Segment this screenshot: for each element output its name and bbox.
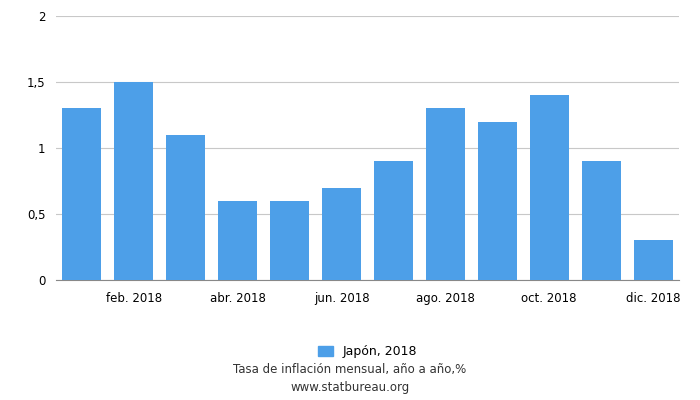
Bar [634, 240, 673, 280]
Bar [218, 201, 257, 280]
Bar [478, 122, 517, 280]
Legend: Japón, 2018: Japón, 2018 [312, 339, 424, 364]
Bar [167, 135, 205, 280]
Bar [374, 161, 413, 280]
Bar [62, 108, 102, 280]
Bar [530, 95, 568, 280]
Text: www.statbureau.org: www.statbureau.org [290, 382, 410, 394]
Bar [426, 108, 465, 280]
Bar [582, 161, 621, 280]
Bar [322, 188, 361, 280]
Text: Tasa de inflación mensual, año a año,%: Tasa de inflación mensual, año a año,% [233, 364, 467, 376]
Bar [114, 82, 153, 280]
Bar [270, 201, 309, 280]
